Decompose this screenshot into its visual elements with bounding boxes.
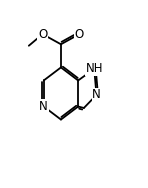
Text: N: N — [39, 100, 48, 113]
Text: O: O — [75, 28, 84, 41]
Text: N: N — [92, 88, 101, 102]
Text: O: O — [38, 28, 47, 41]
Text: NH: NH — [85, 62, 103, 75]
